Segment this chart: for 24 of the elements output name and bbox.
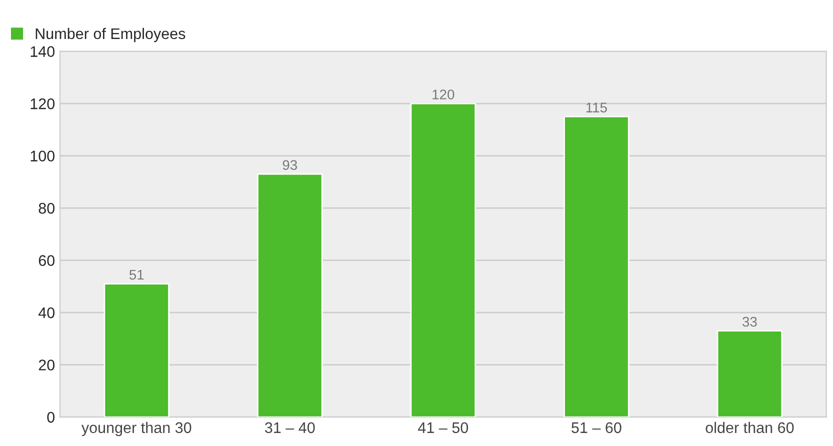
bar: [716, 330, 783, 418]
x-tick-label: 51 – 60: [572, 422, 622, 434]
y-tick-label: 60: [38, 255, 55, 266]
y-tick-label: 0: [47, 412, 55, 423]
legend-label: Number of Employees: [36, 28, 186, 42]
x-tick-label: older than 60: [706, 422, 794, 434]
x-tick-label: younger than 30: [81, 422, 192, 436]
bar: [257, 173, 323, 418]
bar: [410, 102, 476, 418]
y-tick-label: 40: [38, 307, 55, 318]
data-label: 51: [129, 270, 144, 280]
y-tick-label: 140: [30, 46, 55, 57]
y-tick-label: 120: [30, 98, 55, 110]
x-tick-label: 31 – 40: [264, 422, 315, 434]
data-label: 120: [432, 90, 454, 100]
data-label: 33: [742, 316, 757, 327]
y-tick-label: 20: [38, 360, 55, 370]
y-tick-label: 80: [38, 202, 55, 214]
data-label: 93: [282, 160, 297, 170]
y-tick-label: 100: [30, 150, 55, 162]
data-label: 115: [586, 102, 607, 112]
x-tick-label: 41 – 50: [418, 422, 468, 434]
bar: [564, 116, 630, 418]
bar: [104, 283, 170, 418]
